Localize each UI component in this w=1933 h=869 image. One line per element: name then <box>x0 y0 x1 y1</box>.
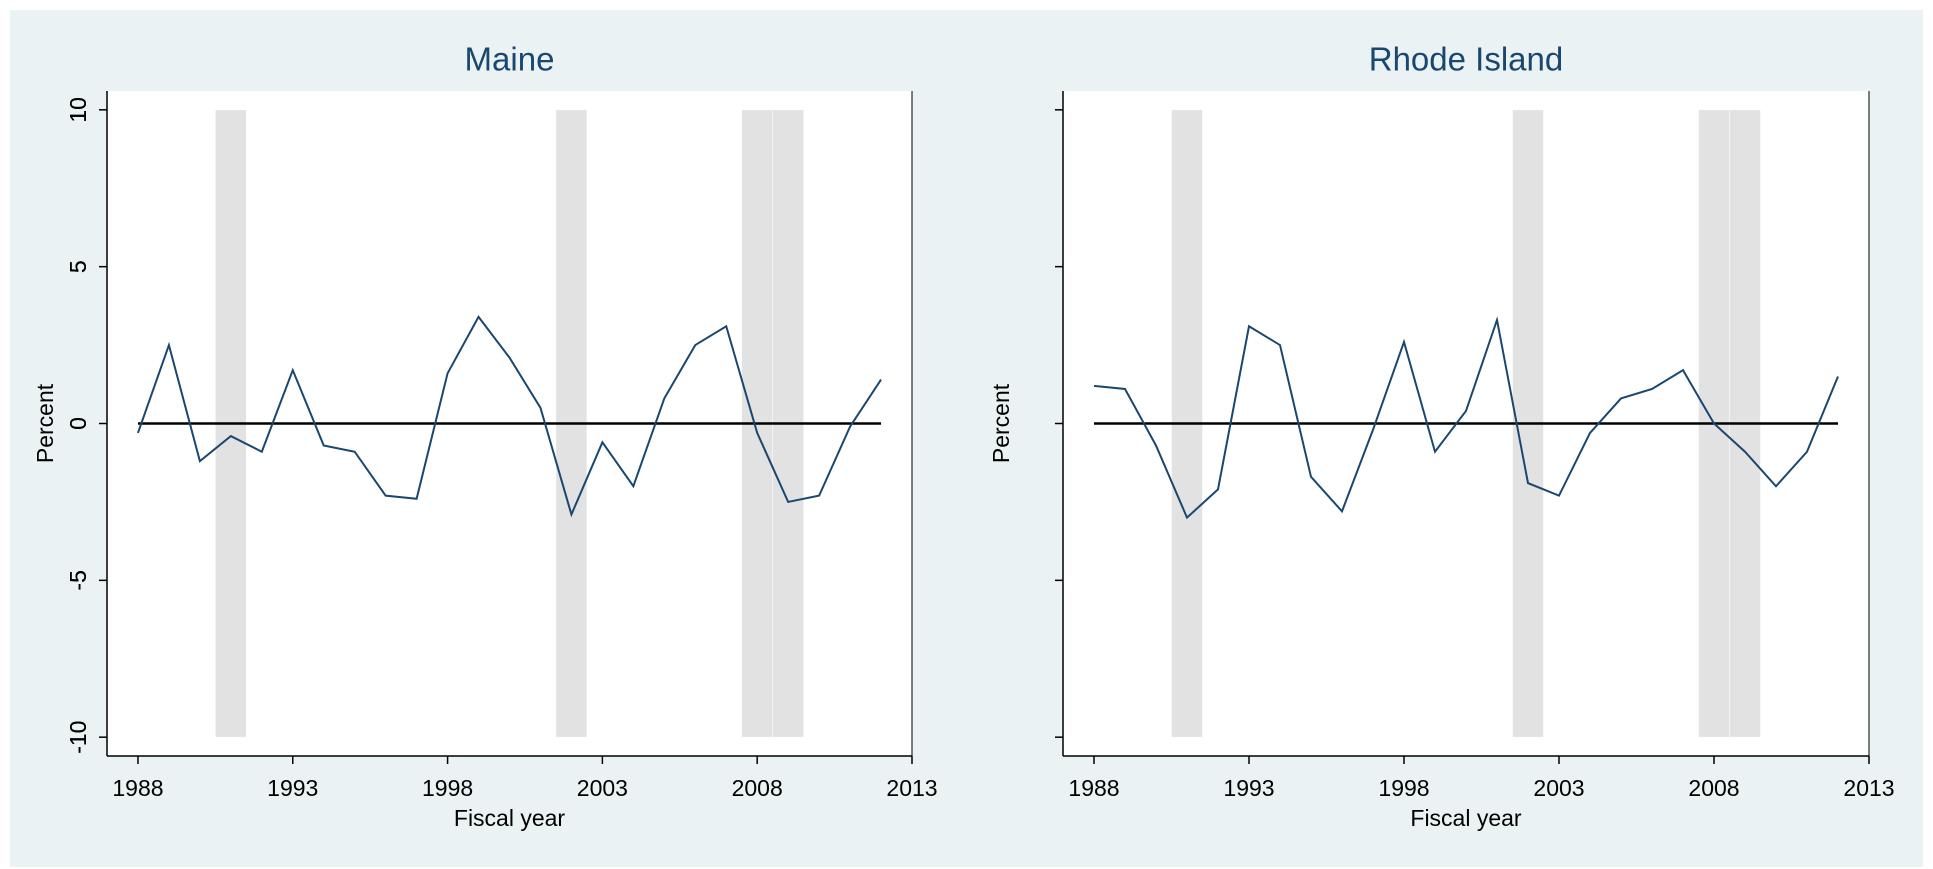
x-tick-label: 2008 <box>1688 775 1739 801</box>
y-axis-title: Percent <box>32 383 58 463</box>
data-line <box>1093 316 1839 520</box>
y-tick-label: -10 <box>65 721 91 754</box>
x-tick-label: 1988 <box>1068 775 1119 801</box>
y-axis-title: Percent <box>988 383 1014 463</box>
x-tick-label: 2003 <box>577 775 628 801</box>
y-tick-label: -5 <box>65 570 91 590</box>
y-tick-label: -5 <box>65 570 91 590</box>
data-line <box>137 315 882 518</box>
x-tick-label: 1993 <box>1223 775 1274 801</box>
x-tick-label: 1998 <box>1378 775 1429 801</box>
y-tick-label: 0 <box>65 417 91 430</box>
x-axis-title: Fiscal year <box>454 805 566 831</box>
y-tick-label: 0 <box>65 417 91 430</box>
x-tick-label: 2013 <box>886 775 937 801</box>
y-tick-label: -10 <box>65 721 91 754</box>
x-tick-label: 2008 <box>732 775 783 801</box>
y-tick-label: 5 <box>65 260 91 273</box>
x-tick-label: 1998 <box>422 775 473 801</box>
x-tick-label: 1988 <box>112 775 163 801</box>
x-tick-label: 1993 <box>267 775 318 801</box>
y-tick-label: 10 <box>65 97 91 123</box>
chart-title: Rhode Island <box>1369 41 1563 78</box>
x-tick-label: 2013 <box>1843 775 1894 801</box>
y-tick-label: 5 <box>65 260 91 273</box>
chart-title: Maine <box>465 41 555 78</box>
x-axis-title: Fiscal year <box>1410 805 1522 831</box>
y-tick-label: 10 <box>65 97 91 123</box>
x-tick-label: 2003 <box>1533 775 1584 801</box>
